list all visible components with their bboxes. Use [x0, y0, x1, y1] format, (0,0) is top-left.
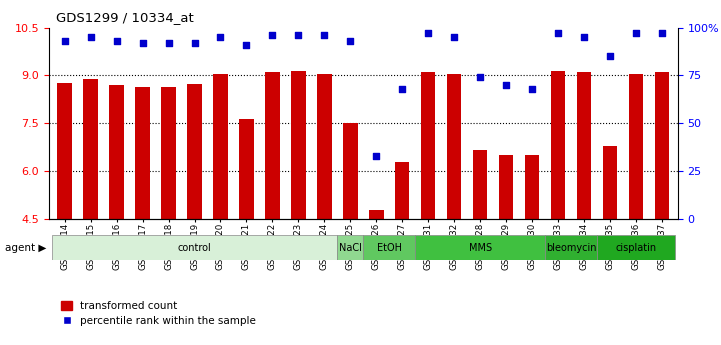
- Point: [474, 75, 486, 80]
- Bar: [136, 87, 150, 219]
- Bar: [415, 235, 545, 260]
- Point: [656, 31, 668, 36]
- Bar: [213, 74, 228, 219]
- Legend: transformed count, percentile rank within the sample: transformed count, percentile rank withi…: [61, 301, 256, 326]
- Point: [189, 40, 200, 46]
- Bar: [603, 146, 617, 219]
- Point: [163, 40, 174, 46]
- Bar: [473, 149, 487, 219]
- Text: GDS1299 / 10334_at: GDS1299 / 10334_at: [56, 11, 194, 24]
- Point: [345, 38, 356, 44]
- Bar: [162, 87, 176, 219]
- Point: [397, 86, 408, 92]
- Point: [241, 42, 252, 48]
- Point: [500, 82, 512, 88]
- Text: control: control: [177, 243, 211, 253]
- Bar: [58, 83, 72, 219]
- Point: [319, 32, 330, 38]
- Bar: [239, 119, 254, 219]
- Point: [137, 40, 149, 46]
- Point: [448, 34, 460, 40]
- Bar: [395, 162, 410, 219]
- Point: [111, 38, 123, 44]
- Bar: [337, 235, 363, 260]
- Point: [604, 53, 616, 59]
- Bar: [447, 74, 461, 219]
- Bar: [265, 72, 280, 219]
- Point: [267, 32, 278, 38]
- Text: MMS: MMS: [469, 243, 492, 253]
- Bar: [110, 85, 124, 219]
- Point: [630, 31, 642, 36]
- Point: [215, 34, 226, 40]
- Bar: [525, 155, 539, 219]
- Text: NaCl: NaCl: [339, 243, 362, 253]
- Bar: [551, 71, 565, 219]
- Bar: [317, 74, 332, 219]
- Text: EtOH: EtOH: [377, 243, 402, 253]
- Bar: [52, 235, 337, 260]
- Bar: [545, 235, 597, 260]
- Point: [371, 153, 382, 159]
- Text: bleomycin: bleomycin: [546, 243, 596, 253]
- Point: [552, 31, 564, 36]
- Bar: [343, 123, 358, 219]
- Point: [59, 38, 71, 44]
- Point: [578, 34, 590, 40]
- Bar: [369, 210, 384, 219]
- Point: [423, 31, 434, 36]
- Point: [293, 32, 304, 38]
- Text: agent ▶: agent ▶: [5, 243, 46, 253]
- Bar: [577, 72, 591, 219]
- Bar: [84, 79, 98, 219]
- Bar: [655, 72, 669, 219]
- Text: cisplatin: cisplatin: [616, 243, 657, 253]
- Point: [85, 34, 97, 40]
- Bar: [421, 72, 435, 219]
- Bar: [499, 155, 513, 219]
- Bar: [597, 235, 675, 260]
- Bar: [629, 74, 643, 219]
- Bar: [291, 71, 306, 219]
- Bar: [187, 85, 202, 219]
- Bar: [363, 235, 415, 260]
- Point: [526, 86, 538, 92]
